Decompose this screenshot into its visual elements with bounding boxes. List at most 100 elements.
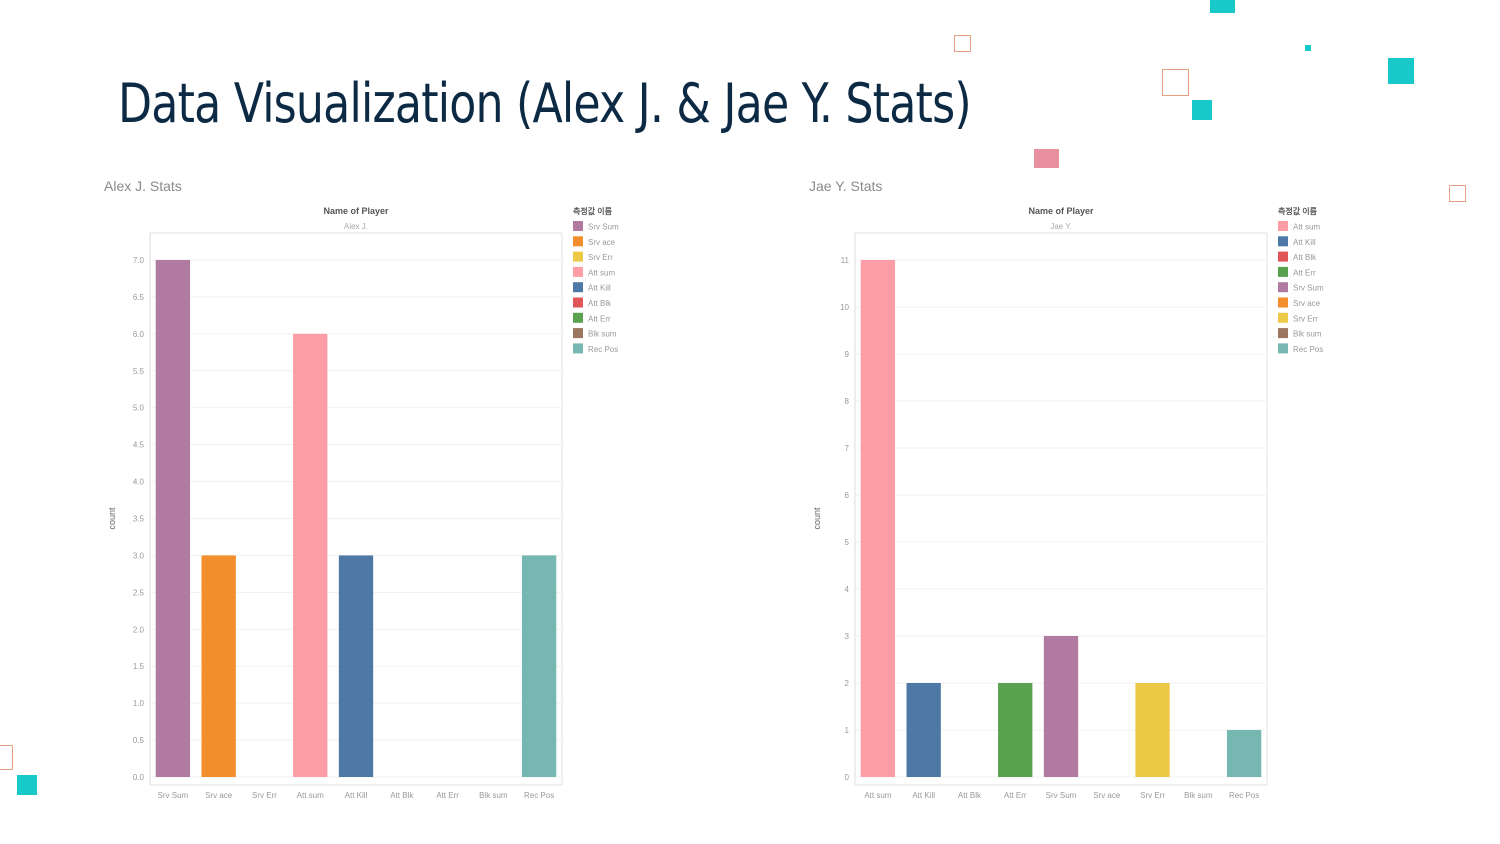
- x-tick-label: Att Blk: [390, 791, 414, 800]
- legend-swatch: [573, 236, 583, 247]
- legend-swatch: [1278, 343, 1288, 354]
- bar-srv-ace: [201, 555, 236, 777]
- legend-label: Rec Pos: [588, 345, 618, 354]
- pink-square-decoration: [1034, 149, 1059, 168]
- y-tick-label: 1.5: [133, 662, 145, 671]
- x-tick-label: Att sum: [864, 791, 891, 800]
- chart-caption-jae: Jae Y. Stats: [809, 178, 883, 194]
- legend-title: 측정값 이름: [1278, 206, 1318, 216]
- x-tick-label: Att sum: [297, 791, 324, 800]
- legend-swatch: [1278, 236, 1288, 247]
- x-tick-label: Srv Sum: [158, 791, 189, 800]
- y-tick-label: 6.0: [133, 330, 145, 339]
- y-tick-label: 10: [840, 303, 849, 312]
- bar-chart-jae: Name of Player Jae Y. 0 1 2 3 4 5 6 7 8 9 10 11 count A…: [812, 206, 1324, 800]
- x-tick-label: Att Kill: [345, 791, 368, 800]
- bar-srv-sum: [155, 260, 191, 777]
- outline-square-decoration: [1162, 69, 1189, 96]
- bar-att-sum: [293, 333, 328, 777]
- chart-header-subtitle: Alex J.: [344, 222, 368, 231]
- legend-swatch: [573, 297, 583, 308]
- legend-swatch: [1278, 266, 1288, 277]
- y-tick-label: 0: [845, 773, 850, 782]
- y-tick-label: 4.5: [133, 441, 145, 450]
- legend-title: 측정값 이름: [573, 206, 613, 216]
- bar-att-err: [998, 683, 1033, 777]
- y-axis-label: count: [107, 507, 117, 530]
- legend-label: Srv Err: [1293, 314, 1318, 323]
- legend-swatch: [573, 312, 583, 323]
- legend-label: Att Err: [588, 314, 611, 323]
- legend-label: Att sum: [1293, 223, 1320, 232]
- y-tick-label: 5.0: [133, 404, 145, 413]
- x-tick-label: Blk sum: [1184, 791, 1213, 800]
- legend-label: Att Blk: [1293, 253, 1317, 262]
- y-tick-label: 3: [845, 632, 850, 641]
- bar-att-kill: [338, 555, 374, 777]
- chart-header-title: Name of Player: [1028, 206, 1094, 216]
- y-tick-label: 5.5: [133, 367, 145, 376]
- bar-chart-alex: Name of Player Alex J. 0.0 0.5 1.0 1.5 2.0 2.5 3…: [107, 206, 619, 800]
- y-tick-label: 0.5: [133, 736, 145, 745]
- legend-swatch: [1278, 297, 1288, 308]
- x-tick-label: Rec Pos: [1229, 791, 1259, 800]
- y-tick-label: 3.5: [133, 515, 145, 524]
- legend-label: Srv Err: [588, 253, 613, 262]
- legend-label: Srv Sum: [1293, 284, 1324, 293]
- legend-swatch: [573, 221, 583, 231]
- x-tick-label: Rec Pos: [524, 791, 554, 800]
- outline-square-decoration: [1449, 185, 1466, 202]
- legend-swatch: [1278, 251, 1288, 262]
- y-tick-label: 2.5: [133, 588, 145, 597]
- outline-square-decoration: [0, 745, 13, 770]
- teal-square-decoration: [1388, 58, 1414, 84]
- y-tick-label: 6.5: [133, 293, 145, 302]
- x-tick-label: Srv ace: [205, 791, 233, 800]
- x-tick-label: Srv Err: [252, 791, 277, 800]
- y-tick-label: 8: [845, 397, 850, 406]
- y-tick-label: 1.0: [133, 699, 145, 708]
- y-tick-label: 2.0: [133, 625, 145, 634]
- x-tick-label: Srv ace: [1093, 791, 1121, 800]
- x-tick-label: Att Err: [1004, 791, 1027, 800]
- legend-swatch: [573, 266, 583, 277]
- y-tick-label: 7: [845, 444, 850, 453]
- y-tick-label: 11: [841, 256, 850, 265]
- legend-label: Blk sum: [588, 330, 617, 339]
- slide-title: Data Visualization (Alex J. & Jae Y. Sta…: [118, 72, 972, 135]
- y-axis-label: count: [812, 507, 822, 530]
- y-tick-label: 4: [845, 585, 850, 594]
- x-tick-label: Att Err: [436, 791, 459, 800]
- y-tick-label: 4.0: [133, 478, 145, 487]
- legend-label: Att sum: [588, 268, 615, 277]
- x-tick-label: Att Kill: [912, 791, 935, 800]
- x-tick-label: Blk sum: [479, 791, 508, 800]
- y-tick-label: 9: [845, 350, 850, 359]
- y-tick-label: 5: [845, 538, 850, 547]
- y-tick-label: 0.0: [133, 773, 145, 782]
- legend-swatch: [573, 251, 583, 262]
- chart-header-title: Name of Player: [323, 206, 389, 216]
- legend-swatch: [573, 328, 583, 339]
- bar-att-sum: [860, 260, 896, 777]
- x-tick-label: Srv Err: [1140, 791, 1165, 800]
- teal-square-decoration: [1192, 100, 1212, 120]
- legend-label: Blk sum: [1293, 330, 1322, 339]
- y-tick-label: 1: [845, 726, 850, 735]
- legend-swatch: [573, 343, 583, 354]
- y-tick-label: 3.0: [133, 551, 145, 560]
- legend-swatch: [1278, 328, 1288, 339]
- x-tick-label: Srv Sum: [1046, 791, 1077, 800]
- outline-square-decoration: [954, 35, 971, 52]
- bar-rec-pos: [1226, 730, 1262, 777]
- legend-label: Att Kill: [588, 284, 611, 293]
- legend-label: Srv ace: [588, 238, 616, 247]
- bar-srv-sum: [1043, 636, 1079, 777]
- x-tick-label: Att Blk: [958, 791, 982, 800]
- legend-label: Srv ace: [1293, 299, 1321, 308]
- legend-swatch: [1278, 282, 1288, 293]
- legend-swatch: [1278, 221, 1288, 231]
- teal-dot-decoration: [1305, 45, 1311, 51]
- bar-rec-pos: [521, 555, 557, 777]
- chart-header-subtitle: Jae Y.: [1050, 222, 1072, 231]
